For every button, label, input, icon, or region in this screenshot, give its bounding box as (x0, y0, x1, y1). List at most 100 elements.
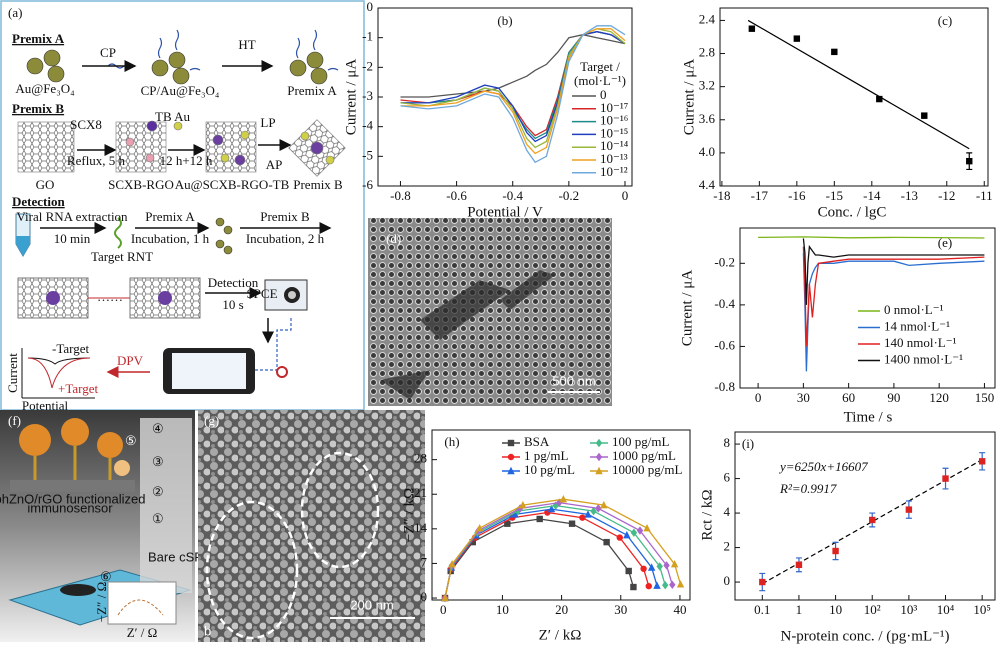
data-point (630, 528, 638, 537)
plot-frame (719, 7, 989, 187)
data-point (559, 494, 568, 503)
legend-title: (mol·L⁻¹) (574, 73, 626, 88)
data-point (475, 523, 484, 532)
data-point (623, 530, 631, 539)
steps (140, 418, 192, 593)
y-tick-label: 0 (421, 589, 428, 604)
inset (107, 581, 177, 625)
data-point (595, 452, 603, 462)
data-point (670, 560, 679, 568)
x-axis-label: N-protein conc. / (pg·mL⁻¹) (780, 628, 949, 644)
legend-label: 1000 pg/mL (612, 448, 676, 463)
x-axis-label: Time / s (844, 409, 893, 425)
x-tick-label: -16 (788, 188, 806, 203)
panel-a: (a) (0, 0, 365, 413)
data-point (603, 538, 610, 546)
x-tick-label: 1 (796, 602, 803, 617)
data-point (568, 520, 576, 527)
diagram-label: +Target (58, 381, 98, 396)
y-tick-label: 28 (414, 451, 427, 466)
panel-label: (b) (497, 13, 512, 28)
diagram-label: Premix A (287, 83, 337, 98)
diagram-label: 12 h+12 h (160, 153, 213, 168)
diagram-label: Au@SCXB-RGO-TB (175, 177, 290, 192)
x-tick-label: 30 (614, 602, 627, 617)
x-tick-label: -14 (863, 188, 881, 203)
x-tick-label: 30 (797, 390, 810, 405)
x-tick-label: 0 (622, 188, 629, 203)
panel-label: (i) (742, 436, 754, 451)
legend-label: 1 pg/mL (524, 448, 568, 463)
legend-title: Target / (580, 59, 620, 74)
x-tick-label: -13 (901, 188, 918, 203)
y-tick-label: 0 (724, 573, 731, 588)
x-tick-label: 20 (555, 602, 568, 617)
x-axis-label: Z′ / kΩ (539, 627, 582, 643)
legend-label: 1400 nmol·L⁻¹ (884, 351, 963, 366)
y-tick-label: 4.4 (699, 177, 716, 192)
data-point (511, 510, 519, 518)
y-tick-label: 2.4 (699, 11, 716, 26)
y-axis-label: −Z″ / kΩ (401, 488, 417, 542)
caption: Bare cSPE (148, 549, 212, 564)
data-point (759, 578, 766, 586)
diagram-label: GO (36, 177, 55, 192)
series-line (758, 236, 985, 239)
panel-label: (e) (938, 235, 952, 250)
x-tick-label: 10³ (900, 602, 917, 617)
diagram-label: …… (97, 289, 123, 304)
data-point (869, 516, 876, 524)
x-tick-label: 60 (842, 390, 855, 405)
data-point (966, 157, 973, 165)
fit-line (747, 19, 970, 150)
data-point (942, 475, 949, 482)
data-point (905, 506, 913, 513)
data-point (536, 515, 543, 523)
data-point (921, 112, 928, 119)
x-tick-label: 10⁴ (937, 602, 955, 617)
caption: bhZnO/rGO functionalized (0, 491, 146, 506)
panel-label: (f) (8, 413, 21, 428)
series-line (444, 518, 635, 599)
probes (107, 29, 339, 71)
x-tick-label: 0.1 (754, 602, 770, 617)
data-point (507, 466, 515, 475)
data-point (441, 593, 449, 602)
step: ① (152, 511, 164, 526)
diagram-label: Premix A (12, 31, 65, 46)
sem-shadow (380, 270, 555, 400)
legend-label: 0 (600, 87, 607, 102)
legend-label: 140 nmol·L⁻¹ (884, 335, 957, 350)
diagram-label: Potential (22, 398, 69, 413)
data-point (579, 514, 586, 521)
y-tick-label: 3.2 (699, 78, 715, 93)
legend-label: 0 nmol·L⁻¹ (884, 302, 944, 317)
diagram-label: Detection (12, 194, 65, 209)
diagram-label: HT (238, 37, 255, 52)
data-point (547, 504, 556, 513)
y-tick-label: -4 (362, 118, 373, 133)
data-point (669, 580, 676, 589)
data-point (663, 561, 670, 570)
x-tick-label: 0 (440, 602, 447, 617)
x-tick-label: -0.4 (502, 188, 523, 203)
diagram-label: Au@Fe₃O₄ (15, 81, 75, 96)
data-point (793, 35, 801, 42)
x-axis-label: Potential / V (467, 204, 543, 220)
data-point (748, 25, 756, 32)
y-tick-label: -6 (362, 177, 373, 192)
scale-bar-label: 200 nm (350, 597, 393, 612)
y-tick-label: -1 (362, 29, 373, 44)
diagram-label: Current (5, 353, 20, 393)
caption: immunosensor (27, 500, 113, 515)
diagram-label: TB Au (155, 109, 191, 124)
data-point (630, 583, 637, 591)
panel-label: (h) (444, 434, 459, 449)
x-tick-label: -0.6 (446, 188, 467, 203)
x-tick-label: -11 (976, 188, 993, 203)
corner-label: b (204, 623, 211, 638)
legend-label: 10⁻¹⁷ (600, 100, 628, 115)
data-point (595, 504, 602, 513)
legend-label: 10⁻¹² (600, 164, 628, 179)
